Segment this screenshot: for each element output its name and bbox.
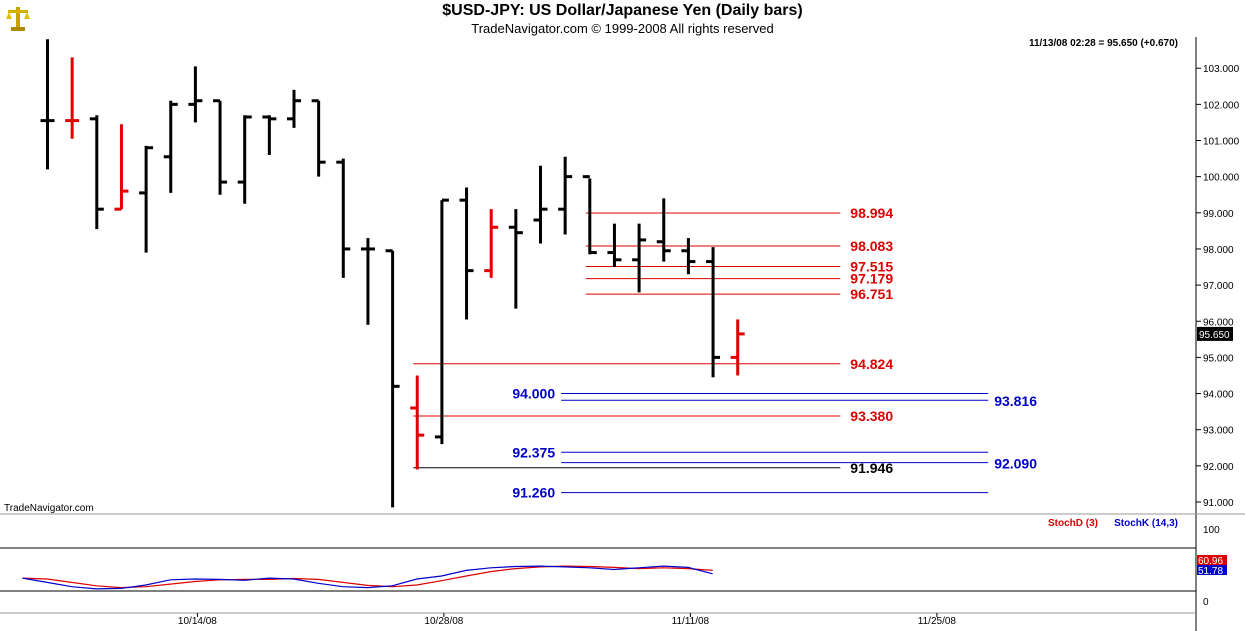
ohlc-bar bbox=[89, 115, 104, 230]
x-tick-label: 11/11/08 bbox=[672, 616, 710, 627]
chart-subtitle: TradeNavigator.com © 1999-2008 All right… bbox=[471, 21, 774, 36]
ohlc-bar bbox=[360, 238, 375, 325]
x-tick-label: 10/14/08 bbox=[178, 616, 217, 627]
level-label: 94.000 bbox=[512, 386, 555, 402]
ohlc-bar bbox=[188, 66, 203, 123]
ohlc-bar bbox=[656, 198, 671, 262]
level-label: 94.824 bbox=[850, 356, 893, 372]
y-tick-label: 96.000 bbox=[1203, 317, 1234, 328]
last-price-badge bbox=[1197, 326, 1233, 341]
ohlc-bar bbox=[484, 209, 499, 278]
ohlc-bar bbox=[65, 57, 80, 139]
ohlc-bar bbox=[163, 100, 178, 193]
y-tick-label: 94.000 bbox=[1203, 390, 1234, 401]
level-label: 98.994 bbox=[850, 205, 893, 221]
stoch-series-line bbox=[22, 565, 713, 590]
watermark: TradeNavigator.com bbox=[4, 503, 94, 514]
level-label: 97.515 bbox=[850, 258, 893, 274]
y-tick-label: 92.000 bbox=[1203, 462, 1234, 473]
legend-stoch-d: StochD (3) bbox=[1048, 518, 1098, 529]
ohlc-bar bbox=[681, 238, 696, 275]
chart-title: $USD-JPY: US Dollar/Japanese Yen (Daily … bbox=[442, 2, 803, 19]
ohlc-bar bbox=[706, 247, 721, 378]
ohlc-bar bbox=[336, 158, 351, 278]
ohlc-bar bbox=[114, 124, 129, 211]
scales-logo-icon bbox=[6, 7, 30, 31]
ohlc-bar bbox=[533, 165, 548, 244]
stoch-d-badge bbox=[1197, 555, 1227, 565]
ohlc-bar bbox=[287, 89, 301, 128]
y-tick-label: 95.000 bbox=[1203, 353, 1234, 364]
stoch-y-tick-label: 0 bbox=[1203, 597, 1209, 608]
ohlc-bar bbox=[311, 99, 326, 177]
x-tick-label: 11/25/08 bbox=[918, 616, 957, 627]
ohlc-bar bbox=[139, 145, 154, 253]
ohlc-bar bbox=[730, 319, 745, 376]
level-label: 92.090 bbox=[994, 456, 1037, 472]
ohlc-bar bbox=[582, 175, 597, 255]
stoch-series-line bbox=[22, 565, 713, 589]
y-tick-label: 98.000 bbox=[1203, 245, 1234, 256]
stoch-y-tick-label: 100 bbox=[1203, 525, 1220, 536]
y-tick-label: 103.000 bbox=[1203, 64, 1240, 75]
level-label: 96.751 bbox=[850, 286, 893, 302]
stoch-k-badge-label: 51.78 bbox=[1198, 566, 1223, 577]
y-tick-label: 99.000 bbox=[1203, 209, 1234, 220]
stoch-k-badge bbox=[1197, 565, 1227, 575]
ohlc-bar bbox=[459, 187, 474, 320]
y-tick-label: 102.000 bbox=[1203, 100, 1240, 111]
ohlc-bar bbox=[385, 249, 400, 508]
y-tick-label: 100.000 bbox=[1203, 173, 1240, 184]
last-price-label: 95.650 bbox=[1199, 330, 1230, 341]
level-label: 91.946 bbox=[850, 460, 893, 476]
ohlc-bar bbox=[237, 115, 252, 204]
legend-stoch-k: StochK (14,3) bbox=[1114, 518, 1178, 529]
ohlc-bar bbox=[434, 198, 449, 445]
price-panel-background bbox=[0, 37, 1196, 514]
level-label: 98.083 bbox=[850, 238, 893, 254]
stoch-d-badge-label: 60.96 bbox=[1198, 556, 1223, 567]
level-label: 91.260 bbox=[512, 485, 555, 501]
chart-header: $USD-JPY: US Dollar/Japanese Yen (Daily … bbox=[0, 0, 1245, 37]
ohlc-bar bbox=[410, 375, 425, 470]
ohlc-bar bbox=[40, 39, 55, 170]
ohlc-bar bbox=[508, 209, 523, 309]
quote-readout: 11/13/08 02:28 = 95.650 (+0.670) bbox=[1029, 38, 1178, 49]
level-label: 93.816 bbox=[994, 393, 1037, 409]
level-label: 97.179 bbox=[850, 271, 893, 287]
x-tick-label: 10/28/08 bbox=[424, 616, 463, 627]
ohlc-bar bbox=[213, 99, 228, 195]
level-label: 93.380 bbox=[850, 408, 893, 424]
ohlc-bar bbox=[632, 223, 647, 293]
ohlc-bar bbox=[607, 223, 622, 268]
y-tick-label: 97.000 bbox=[1203, 281, 1234, 292]
ohlc-bar bbox=[262, 115, 277, 155]
y-tick-label: 93.000 bbox=[1203, 426, 1234, 437]
y-tick-label: 101.000 bbox=[1203, 137, 1240, 148]
level-label: 92.375 bbox=[512, 444, 555, 460]
ohlc-bar bbox=[558, 156, 573, 235]
y-tick-label: 91.000 bbox=[1203, 498, 1234, 509]
